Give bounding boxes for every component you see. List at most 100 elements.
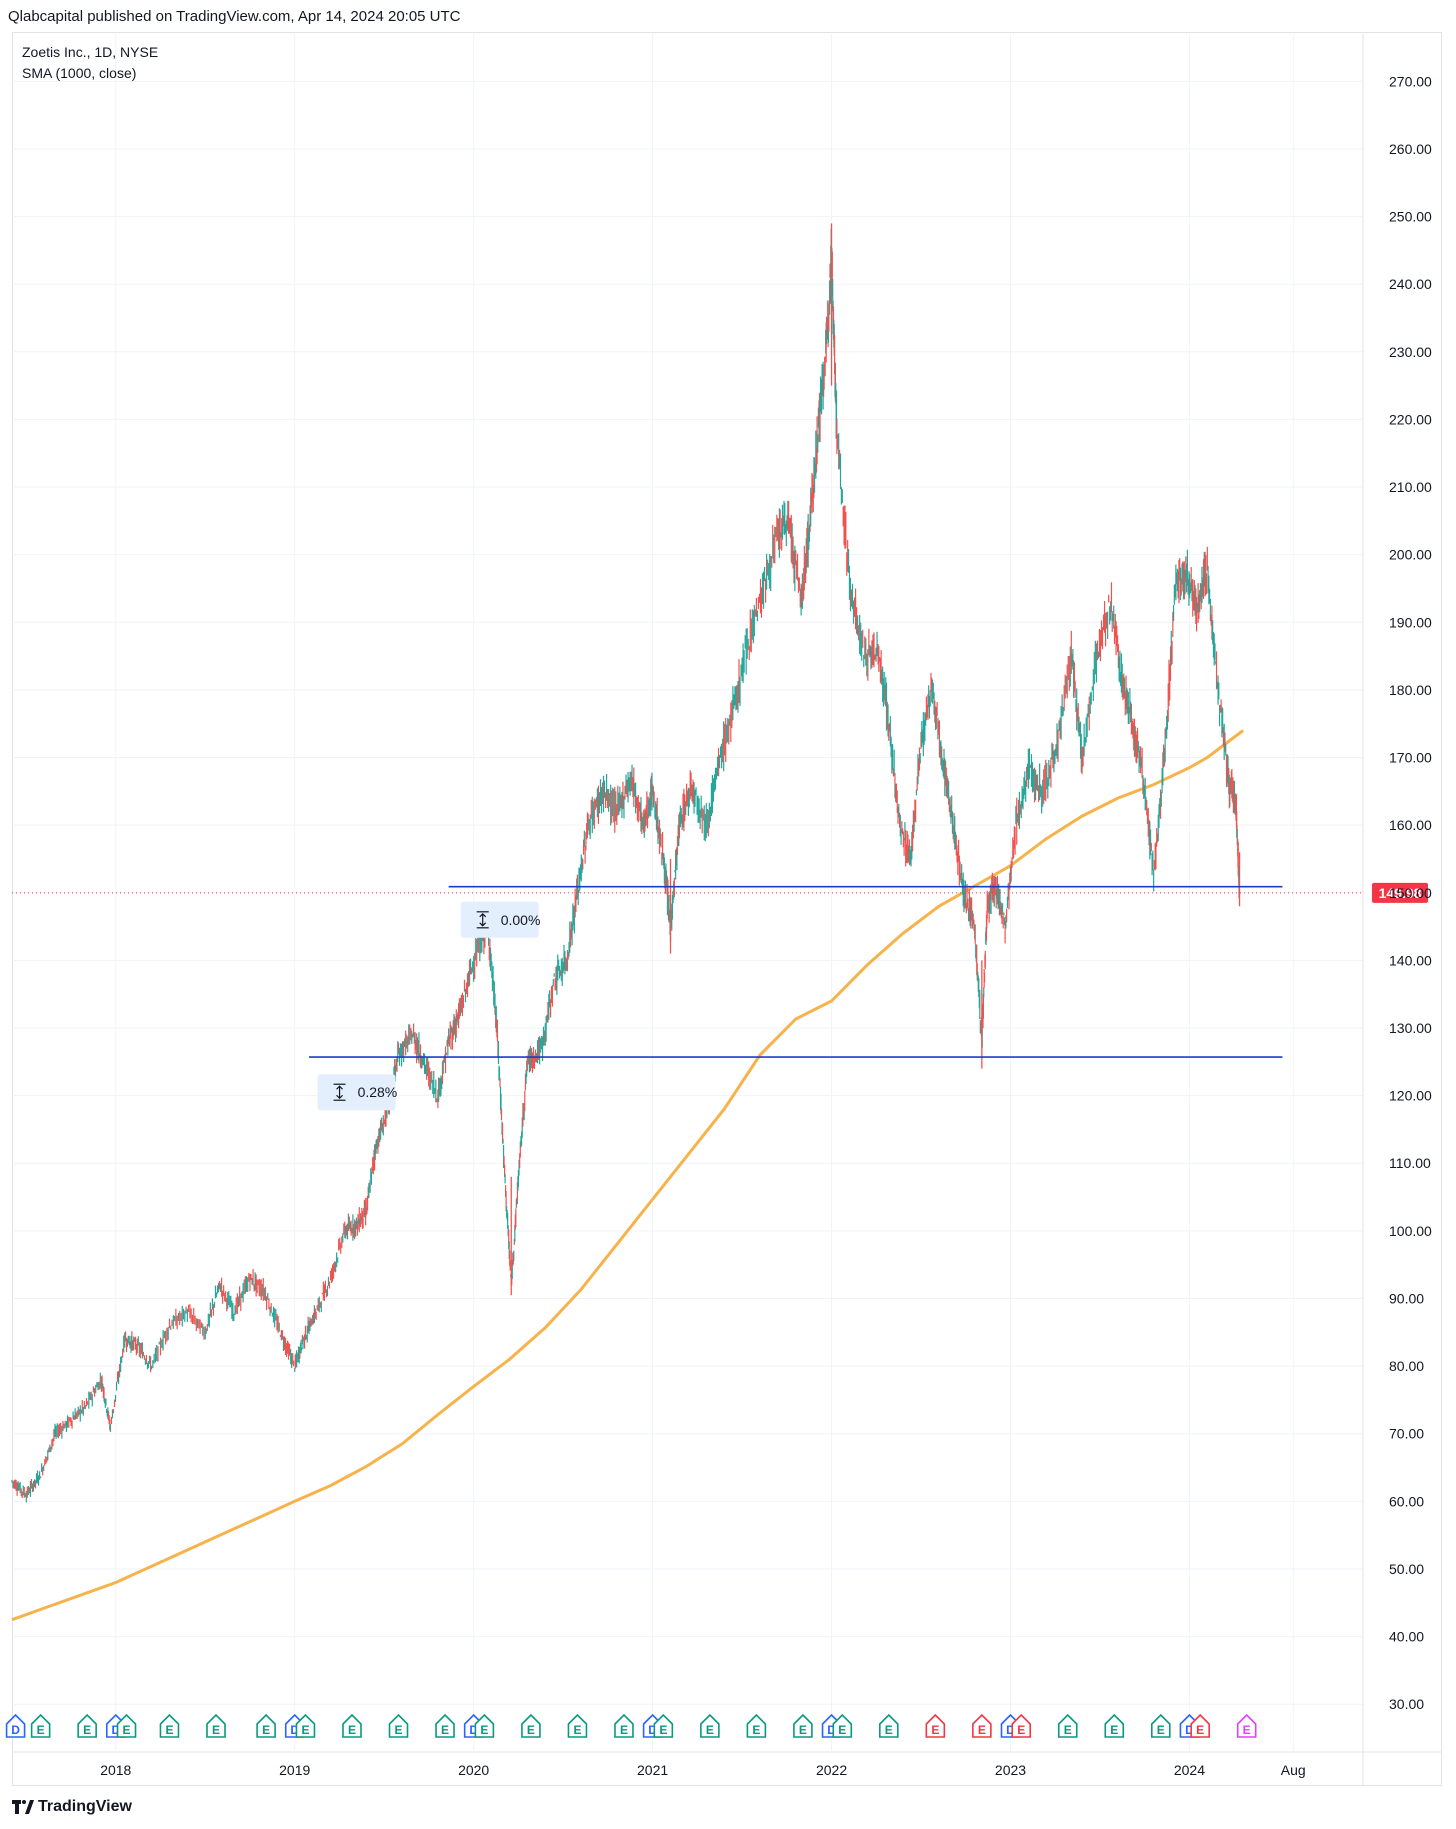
y-tick-label: 140.00 <box>1389 952 1432 968</box>
y-tick-label: 50.00 <box>1389 1561 1424 1577</box>
event-marker-label: D <box>469 1723 478 1737</box>
y-tick-label: 270.00 <box>1389 73 1432 89</box>
y-tick-label: 90.00 <box>1389 1290 1424 1306</box>
legend-indicator[interactable]: SMA (1000, close) <box>22 65 137 81</box>
event-marker-label: E <box>1064 1723 1072 1737</box>
event-marker-label: E <box>931 1723 939 1737</box>
event-marker-label: E <box>752 1723 760 1737</box>
x-tick-label: 2020 <box>458 1762 489 1778</box>
event-marker: E <box>1236 1713 1257 1738</box>
tradingview-logo-icon <box>12 1800 34 1814</box>
tradingview-logo[interactable]: TradingView <box>12 1798 132 1816</box>
y-tick-label: 120.00 <box>1389 1088 1432 1104</box>
event-marker: E <box>295 1713 316 1738</box>
y-tick-label: 110.00 <box>1389 1155 1431 1171</box>
event-marker: E <box>1011 1713 1032 1738</box>
sma-layer <box>11 729 1245 1622</box>
event-marker-label: E <box>1110 1723 1118 1737</box>
event-marker: E <box>879 1713 899 1738</box>
event-marker-label: E <box>527 1723 535 1737</box>
event-marker: E <box>700 1713 720 1738</box>
y-tick-label: 70.00 <box>1389 1426 1424 1442</box>
measurement-layer: 0.00% 0.28% <box>317 901 540 1111</box>
y-tick-label: 60.00 <box>1389 1493 1424 1509</box>
chart-frame <box>12 32 1442 1786</box>
y-tick-label: 170.00 <box>1389 750 1432 766</box>
event-marker-label: E <box>659 1723 667 1737</box>
event-marker-label: E <box>799 1723 807 1737</box>
publish-header: Qlabcapital published on TradingView.com… <box>8 8 461 25</box>
x-tick-label: 2019 <box>279 1762 310 1778</box>
event-marker-label: E <box>83 1723 91 1737</box>
event-marker: E <box>77 1713 97 1738</box>
event-marker-label: E <box>573 1723 581 1737</box>
event-marker: E <box>30 1713 51 1738</box>
x-tick-label: 2021 <box>637 1762 668 1778</box>
x-axis: 2018 2019 2020 2021 2022 2023 2024 Aug <box>100 1762 1305 1778</box>
event-marker: E <box>474 1713 495 1738</box>
y-tick-label: 100.00 <box>1389 1223 1432 1239</box>
event-marker: E <box>521 1713 541 1738</box>
legend-symbol[interactable]: Zoetis Inc., 1D, NYSE <box>22 44 159 60</box>
event-marker: D <box>5 1713 26 1738</box>
event-marker: E <box>1151 1713 1171 1738</box>
measurement-box <box>460 901 539 938</box>
event-marker: E <box>342 1713 362 1738</box>
event-marker-label: E <box>706 1723 714 1737</box>
event-marker: E <box>925 1713 946 1738</box>
event-marker-label: D <box>11 1723 20 1737</box>
x-tick-label: 2022 <box>816 1762 847 1778</box>
event-marker: E <box>832 1713 853 1738</box>
event-marker-label: E <box>978 1723 986 1737</box>
y-axis: 270.00 260.00 250.00 240.00 230.00 220.00 210.… <box>1389 73 1432 1712</box>
x-tick-label: 2023 <box>995 1762 1026 1778</box>
measure-icon <box>333 1083 346 1101</box>
event-marker-label: E <box>838 1723 846 1737</box>
y-tick-label: 190.00 <box>1389 614 1432 630</box>
y-tick-label: 200.00 <box>1389 547 1432 563</box>
y-tick-label: 130.00 <box>1389 1020 1432 1036</box>
event-marker-label: E <box>123 1723 131 1737</box>
last-price-label: 149.98 <box>1379 885 1422 901</box>
event-marker-label: E <box>441 1723 449 1737</box>
y-tick-label: 250.00 <box>1389 209 1432 225</box>
chart-legend: Zoetis Inc., 1D, NYSE SMA (1000, close) <box>22 42 158 84</box>
event-marker-label: D <box>111 1723 120 1737</box>
event-marker-label: D <box>290 1723 299 1737</box>
y-tick-label: 40.00 <box>1389 1629 1424 1645</box>
y-tick-label: 210.00 <box>1389 479 1432 495</box>
brand-label: TradingView <box>38 1798 132 1815</box>
y-tick-label: 230.00 <box>1389 344 1432 360</box>
event-marker: E <box>614 1713 634 1738</box>
y-tick-label: 220.00 <box>1389 411 1432 427</box>
y-tick-label: 180.00 <box>1389 682 1432 698</box>
event-marker-label: E <box>37 1723 45 1737</box>
event-marker-label: D <box>1185 1723 1194 1737</box>
last-price-badge <box>1372 882 1428 903</box>
event-marker: E <box>159 1713 180 1738</box>
event-marker-label: E <box>480 1723 488 1737</box>
event-marker-label: E <box>262 1723 270 1737</box>
event-marker: E <box>116 1713 137 1738</box>
y-tick-label: 30.00 <box>1389 1696 1424 1712</box>
event-marker-label: D <box>648 1723 657 1737</box>
event-marker: E <box>793 1713 813 1738</box>
measurement-box <box>317 1074 396 1111</box>
hline-layer: 149.98 <box>12 882 1428 1058</box>
event-marker: E <box>206 1713 226 1738</box>
event-marker: E <box>388 1713 409 1738</box>
event-marker: E <box>1057 1713 1078 1738</box>
event-marker-label: E <box>212 1723 220 1737</box>
event-marker: E <box>435 1713 455 1738</box>
event-marker: E <box>256 1713 276 1738</box>
y-tick-label: 240.00 <box>1389 276 1432 292</box>
price-layer <box>11 223 1241 1503</box>
x-tick-label: Aug <box>1281 1762 1306 1778</box>
event-marker-label: D <box>1006 1723 1015 1737</box>
grid <box>12 34 1442 1786</box>
event-marker-label: E <box>620 1723 628 1737</box>
event-marker: E <box>567 1713 588 1738</box>
event-marker-label: E <box>1196 1723 1204 1737</box>
